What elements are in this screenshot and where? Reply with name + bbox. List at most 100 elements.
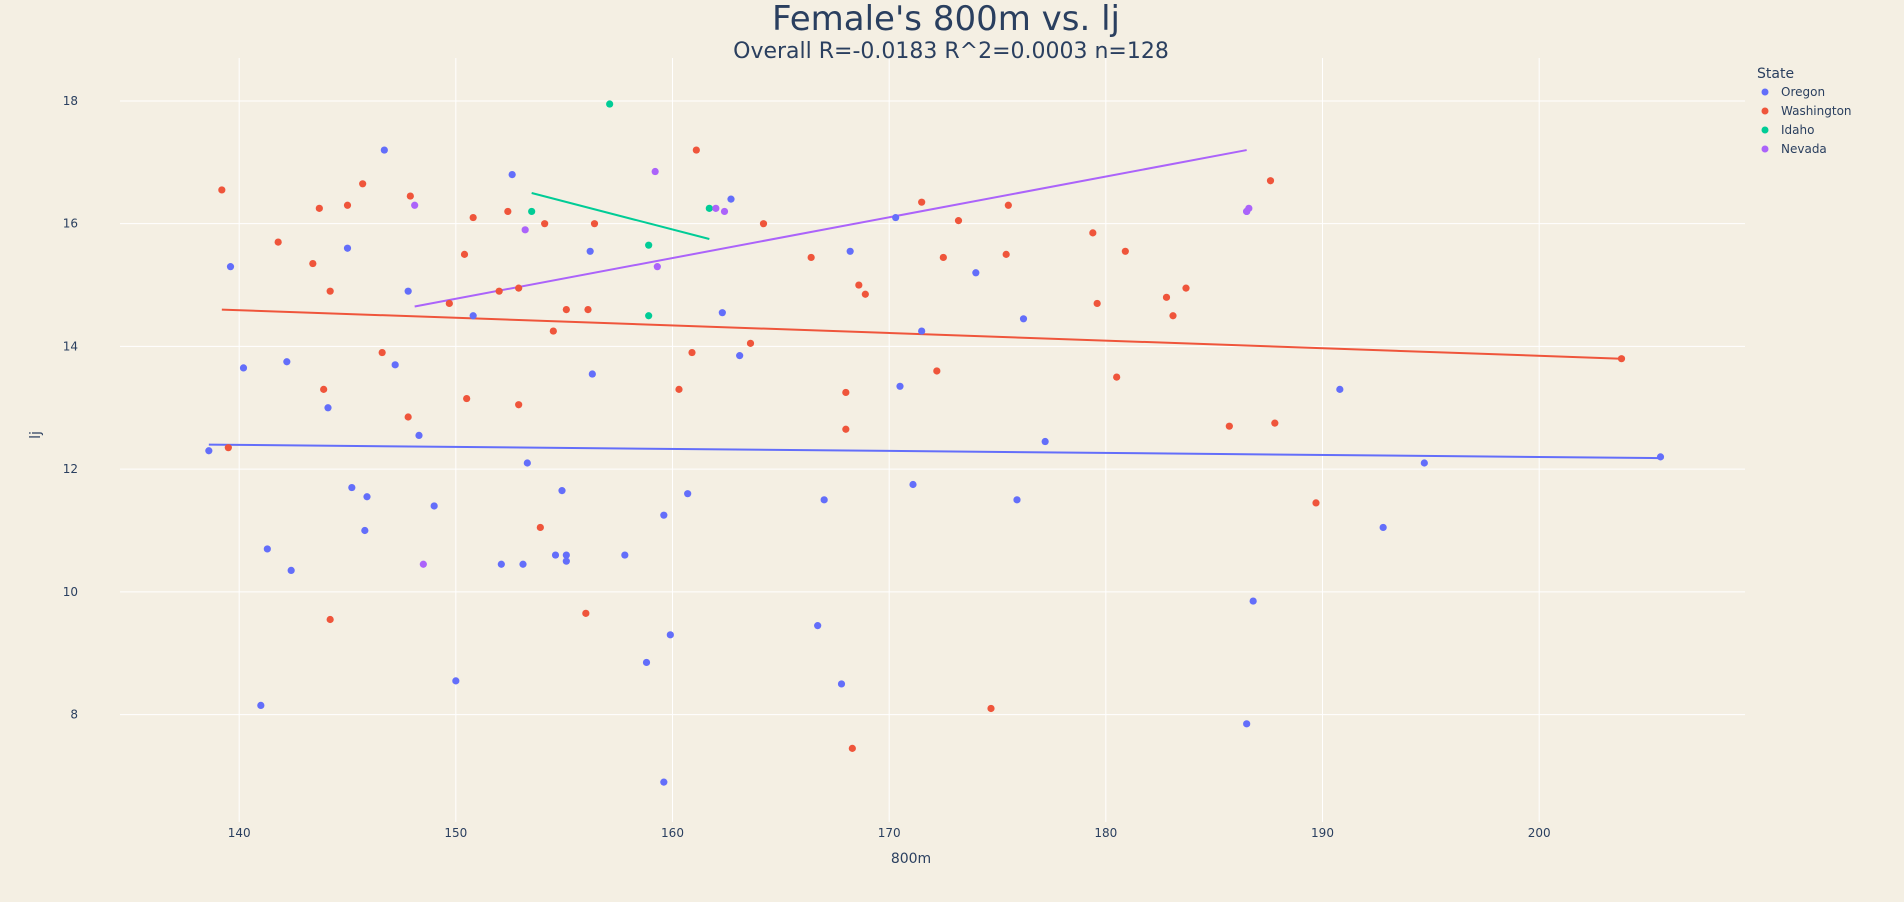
data-point-washington[interactable] [759,220,768,228]
data-point-washington[interactable] [1312,499,1320,507]
data-point-washington[interactable] [1113,373,1121,381]
data-point-washington[interactable] [987,704,995,713]
data-point-washington[interactable] [1089,229,1097,237]
data-point-oregon[interactable] [404,287,412,295]
data-point-washington[interactable] [918,198,926,206]
data-point-oregon[interactable] [588,370,596,378]
data-point-washington[interactable] [1121,247,1129,255]
data-point-idaho[interactable] [645,241,653,249]
data-point-oregon[interactable] [1041,437,1049,446]
data-point-washington[interactable] [688,348,696,357]
data-point-oregon[interactable] [324,404,332,412]
data-point-oregon[interactable] [562,551,570,559]
data-point-oregon[interactable] [1336,385,1344,393]
data-point-oregon[interactable] [684,490,692,498]
data-point-oregon[interactable] [283,358,291,366]
data-point-oregon[interactable] [909,480,917,489]
data-point-washington[interactable] [582,609,590,617]
data-point-washington[interactable] [224,444,232,452]
data-point-oregon[interactable] [239,364,248,372]
data-point-washington[interactable] [861,290,869,298]
data-point-idaho[interactable] [645,312,653,320]
data-point-washington[interactable] [1225,422,1233,430]
data-point-washington[interactable] [842,425,850,433]
data-point-washington[interactable] [359,180,367,188]
data-point-oregon[interactable] [1379,523,1387,532]
data-point-oregon[interactable] [226,263,235,271]
data-point-washington[interactable] [692,146,700,154]
data-point-washington[interactable] [562,305,570,314]
data-point-idaho[interactable] [705,204,713,212]
data-point-washington[interactable] [746,339,755,347]
data-point-oregon[interactable] [736,352,744,360]
data-point-oregon[interactable] [820,496,828,504]
data-point-washington[interactable] [326,615,334,624]
data-point-oregon[interactable] [892,213,900,222]
data-point-oregon[interactable] [1243,720,1251,728]
data-point-oregon[interactable] [727,195,735,203]
data-point-washington[interactable] [515,401,523,409]
data-point-oregon[interactable] [1013,496,1021,504]
data-point-oregon[interactable] [430,502,438,510]
data-point-oregon[interactable] [621,551,629,559]
data-point-oregon[interactable] [348,483,356,492]
data-point-oregon[interactable] [380,146,388,154]
data-point-washington[interactable] [515,284,523,292]
data-point-oregon[interactable] [205,447,213,455]
data-point-washington[interactable] [404,413,412,421]
data-point-oregon[interactable] [718,309,726,317]
data-point-oregon[interactable] [391,361,399,369]
data-point-nevada[interactable] [651,167,659,176]
data-point-washington[interactable] [541,220,549,228]
data-point-washington[interactable] [939,253,947,262]
legend-item-washington[interactable]: Washington [1761,104,1852,118]
data-point-oregon[interactable] [519,560,527,568]
legend-item-nevada[interactable]: Nevada [1761,142,1827,156]
data-point-oregon[interactable] [469,312,477,320]
data-point-washington[interactable] [504,207,512,216]
data-point-oregon[interactable] [361,526,369,535]
data-point-oregon[interactable] [660,511,668,519]
data-point-oregon[interactable] [562,557,570,565]
data-point-washington[interactable] [855,281,863,289]
data-point-oregon[interactable] [343,244,352,252]
data-point-oregon[interactable] [287,566,295,575]
data-point-washington[interactable] [406,192,414,200]
data-point-washington[interactable] [807,253,815,262]
data-point-washington[interactable] [343,201,352,209]
data-point-idaho[interactable] [606,100,614,108]
data-point-nevada[interactable] [1245,204,1253,212]
data-point-oregon[interactable] [918,327,926,335]
data-point-washington[interactable] [378,348,386,357]
data-point-washington[interactable] [274,238,282,246]
data-point-oregon[interactable] [642,658,651,667]
data-point-washington[interactable] [1004,201,1012,209]
data-point-idaho[interactable] [528,207,536,216]
data-point-washington[interactable] [1002,250,1010,258]
data-point-nevada[interactable] [720,207,729,216]
data-point-nevada[interactable] [411,201,419,209]
data-point-oregon[interactable] [508,170,516,179]
data-point-oregon[interactable] [666,631,674,639]
data-point-washington[interactable] [1169,312,1177,320]
data-point-washington[interactable] [549,327,557,335]
data-point-washington[interactable] [590,220,599,228]
data-point-oregon[interactable] [1019,315,1028,323]
data-point-nevada[interactable] [521,226,529,234]
data-point-oregon[interactable] [551,551,560,559]
data-point-oregon[interactable] [363,493,371,501]
data-point-washington[interactable] [463,394,471,403]
data-point-oregon[interactable] [1420,459,1428,467]
data-point-washington[interactable] [460,250,469,258]
data-point-washington[interactable] [309,259,317,268]
data-point-washington[interactable] [584,305,592,314]
data-point-washington[interactable] [842,388,850,397]
data-point-oregon[interactable] [814,622,822,630]
data-point-oregon[interactable] [896,382,904,390]
data-point-oregon[interactable] [497,560,505,568]
data-point-washington[interactable] [848,744,856,752]
data-point-washington[interactable] [675,385,683,393]
data-point-nevada[interactable] [419,560,427,568]
data-point-washington[interactable] [315,204,323,212]
data-point-washington[interactable] [326,287,334,295]
